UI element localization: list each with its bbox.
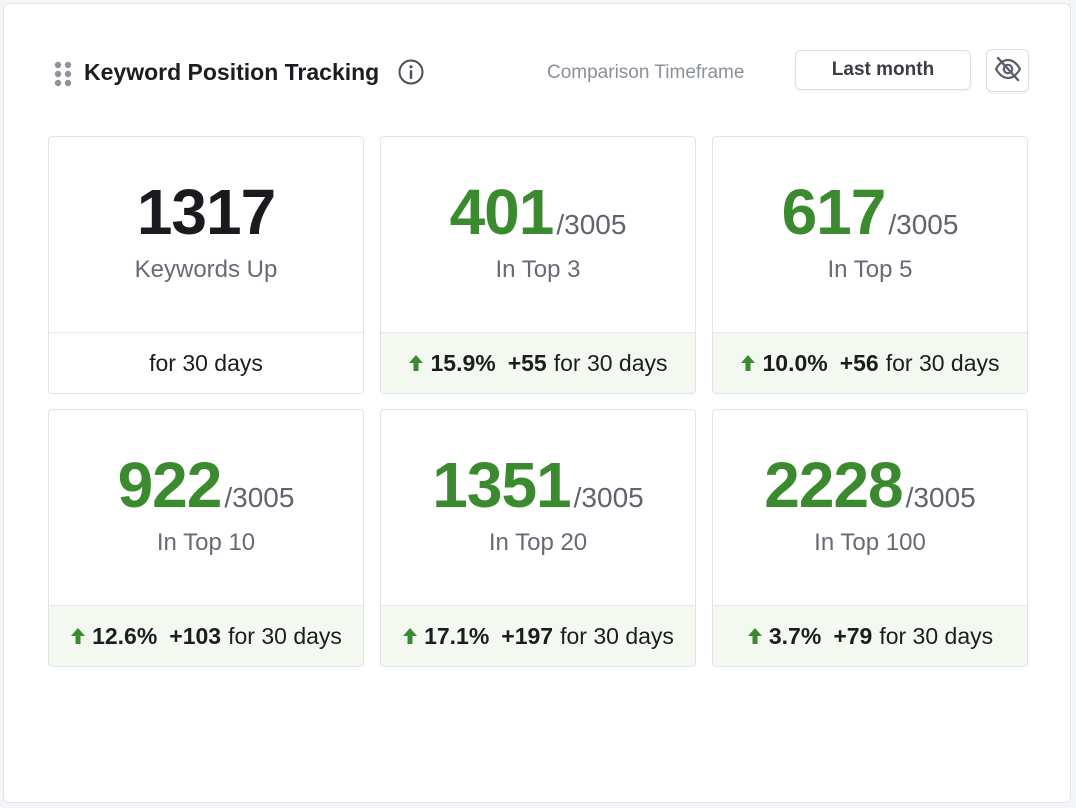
metric-change-delta: +197	[501, 622, 554, 649]
metric-value-row: 2228/3005	[713, 450, 1027, 538]
metric-label: In Top 10	[156, 529, 256, 556]
metric-card-footer: for 30 days	[49, 332, 363, 393]
metric-period: for 30 days	[553, 349, 668, 376]
drag-handle-icon[interactable]	[54, 61, 72, 87]
metric-card-body: 1351/3005 In Top 20	[381, 410, 695, 607]
info-icon[interactable]	[397, 58, 425, 86]
metric-value-row: 617/3005	[713, 177, 1027, 265]
metric-value-row: 1351/3005	[381, 450, 695, 538]
metric-value: 401	[449, 176, 555, 248]
metric-change-delta: +55	[507, 349, 547, 376]
metric-total: /3005	[905, 482, 976, 513]
metric-card-top-5: 617/3005 In Top 5 10.0% +56 for 30 days	[712, 136, 1028, 394]
metric-change-percent: 10.0%	[762, 349, 828, 376]
eye-off-icon	[993, 56, 1023, 85]
metric-change-delta: +56	[839, 349, 879, 376]
widget-header: Keyword Position Tracking Comparison Tim…	[4, 4, 1070, 136]
metric-change-percent: 12.6%	[92, 622, 158, 649]
metric-value: 1317	[136, 176, 276, 248]
arrow-up-icon	[402, 627, 418, 645]
metric-card-top-10: 922/3005 In Top 10 12.6% +103 for 30 day…	[48, 409, 364, 667]
metric-card-body: 617/3005 In Top 5	[713, 137, 1027, 334]
metric-value: 2228	[764, 449, 903, 521]
metric-card-footer: 17.1% +197 for 30 days	[381, 605, 695, 666]
metric-value-row: 1317	[49, 177, 363, 265]
widget-title: Keyword Position Tracking	[84, 59, 380, 85]
metric-period: for 30 days	[228, 622, 342, 649]
metric-period: for 30 days	[149, 349, 263, 376]
metric-card-top-20: 1351/3005 In Top 20 17.1% +197 for 30 da…	[380, 409, 696, 667]
metrics-grid: 1317 Keywords Up for 30 days 401/3005 In…	[48, 136, 1029, 667]
metric-card-body: 401/3005 In Top 3	[381, 137, 695, 334]
metric-card-body: 2228/3005 In Top 100	[713, 410, 1027, 607]
metric-value: 922	[117, 449, 223, 521]
metric-label: Keywords Up	[134, 256, 278, 283]
metric-change-percent: 17.1%	[424, 622, 490, 649]
metric-label: In Top 3	[495, 256, 581, 283]
metric-card-top-3: 401/3005 In Top 3 15.9% +55 for 30 days	[380, 136, 696, 394]
metric-change-percent: 15.9%	[430, 349, 496, 376]
metric-card-body: 1317 Keywords Up	[49, 137, 363, 334]
metric-total: /3005	[573, 482, 644, 513]
metric-card-top-100: 2228/3005 In Top 100 3.7% +79 for 30 day…	[712, 409, 1028, 667]
metric-total: /3005	[556, 209, 627, 240]
arrow-up-icon	[408, 354, 424, 372]
metric-value-row: 401/3005	[381, 177, 695, 265]
metric-card-footer: 10.0% +56 for 30 days	[713, 332, 1027, 393]
metric-label: In Top 20	[488, 529, 588, 556]
arrow-up-icon	[747, 627, 763, 645]
metric-change-delta: +103	[169, 622, 222, 649]
metric-card-footer: 15.9% +55 for 30 days	[381, 332, 695, 393]
metric-total: /3005	[888, 209, 959, 240]
metric-label: In Top 100	[814, 529, 926, 556]
metric-label: In Top 5	[827, 256, 913, 283]
metric-card-footer: 3.7% +79 for 30 days	[713, 605, 1027, 666]
metric-card-keywords-up: 1317 Keywords Up for 30 days	[48, 136, 364, 394]
timeframe-select-button[interactable]: Last month	[795, 50, 971, 90]
comparison-timeframe-label: Comparison Timeframe	[547, 62, 745, 83]
metric-period: for 30 days	[885, 349, 1000, 376]
metric-total: /3005	[224, 482, 295, 513]
metric-value-row: 922/3005	[49, 450, 363, 538]
metric-period: for 30 days	[560, 622, 674, 649]
arrow-up-icon	[740, 354, 756, 372]
keyword-position-tracking-widget: Keyword Position Tracking Comparison Tim…	[3, 3, 1071, 803]
metric-card-body: 922/3005 In Top 10	[49, 410, 363, 607]
metric-value: 617	[781, 176, 887, 248]
metric-change-delta: +79	[833, 622, 873, 649]
arrow-up-icon	[70, 627, 86, 645]
metric-card-footer: 12.6% +103 for 30 days	[49, 605, 363, 666]
metric-value: 1351	[432, 449, 571, 521]
metric-period: for 30 days	[879, 622, 994, 649]
metric-change-percent: 3.7%	[768, 622, 822, 649]
hide-widget-button[interactable]	[986, 49, 1029, 92]
